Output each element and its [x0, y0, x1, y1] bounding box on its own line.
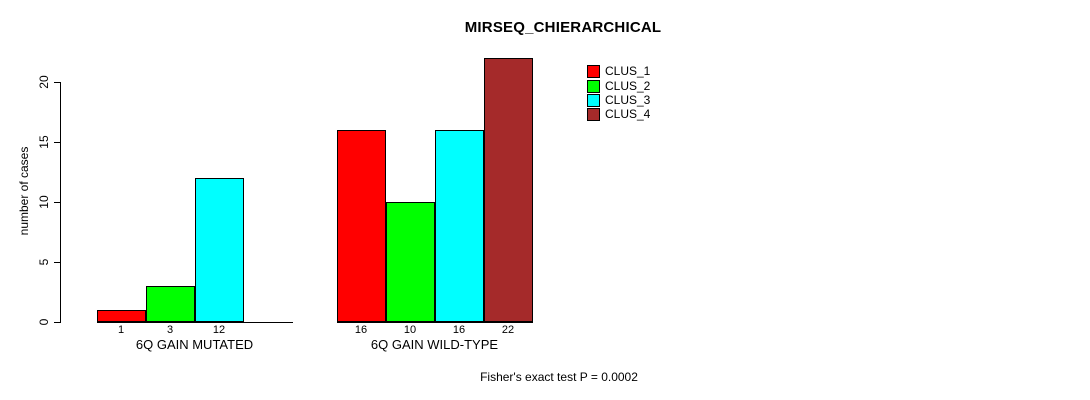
bar-value-label: 1	[117, 324, 125, 336]
legend-swatch-CLUS_4	[587, 108, 600, 122]
bar-CLUS_3-group2	[434, 130, 484, 322]
legend-item-CLUS_4: CLUS_4	[587, 106, 651, 122]
y-tick-label: 5	[37, 258, 51, 266]
y-tick-label: 10	[37, 195, 51, 209]
y-tick-mark	[54, 202, 61, 203]
legend-swatch-CLUS_1	[587, 65, 600, 79]
legend-swatch-CLUS_2	[587, 79, 600, 93]
bar-value-label: 10	[403, 324, 417, 336]
bar-CLUS_3-group1	[194, 178, 244, 322]
legend-label: CLUS_3	[605, 93, 651, 108]
fisher-test-note: Fisher's exact test P = 0.0002	[480, 370, 638, 384]
bar-value-label: 3	[166, 324, 174, 336]
bar-CLUS_1-group1	[96, 310, 146, 322]
legend: CLUS_1 CLUS_2 CLUS_3 CLUS_4	[587, 63, 707, 125]
y-tick-mark	[54, 142, 61, 143]
bar-CLUS_2-group2	[385, 202, 435, 322]
bar-CLUS_2-group1	[145, 286, 195, 322]
y-tick-mark	[54, 82, 61, 83]
y-axis-label: number of cases	[17, 146, 31, 236]
y-tick-label: 15	[37, 135, 51, 149]
x-category-label: 6Q GAIN WILD-TYPE	[370, 337, 499, 352]
legend-item-CLUS_3: CLUS_3	[587, 92, 651, 108]
legend-swatch-CLUS_3	[587, 94, 600, 108]
y-tick-label: 20	[37, 75, 51, 89]
x-category-label: 6Q GAIN MUTATED	[135, 337, 254, 352]
bar-value-label: 12	[212, 324, 226, 336]
bar-value-label: 22	[501, 324, 515, 336]
group-baseline	[336, 322, 533, 323]
y-tick-label: 0	[37, 318, 51, 326]
bar-value-label: 16	[452, 324, 466, 336]
y-tick-mark	[54, 262, 61, 263]
legend-label: CLUS_2	[605, 78, 651, 93]
bar-CLUS_4-group2	[483, 58, 533, 322]
y-tick-mark	[54, 322, 61, 323]
legend-item-CLUS_2: CLUS_2	[587, 77, 651, 93]
legend-item-CLUS_1: CLUS_1	[587, 63, 651, 79]
legend-label: CLUS_1	[605, 64, 651, 79]
group-baseline	[96, 322, 293, 323]
legend-label: CLUS_4	[605, 107, 651, 122]
chart-title: MIRSEQ_CHIERARCHICAL	[464, 19, 662, 36]
bar-value-label: 16	[354, 324, 368, 336]
bar-CLUS_1-group2	[336, 130, 386, 322]
